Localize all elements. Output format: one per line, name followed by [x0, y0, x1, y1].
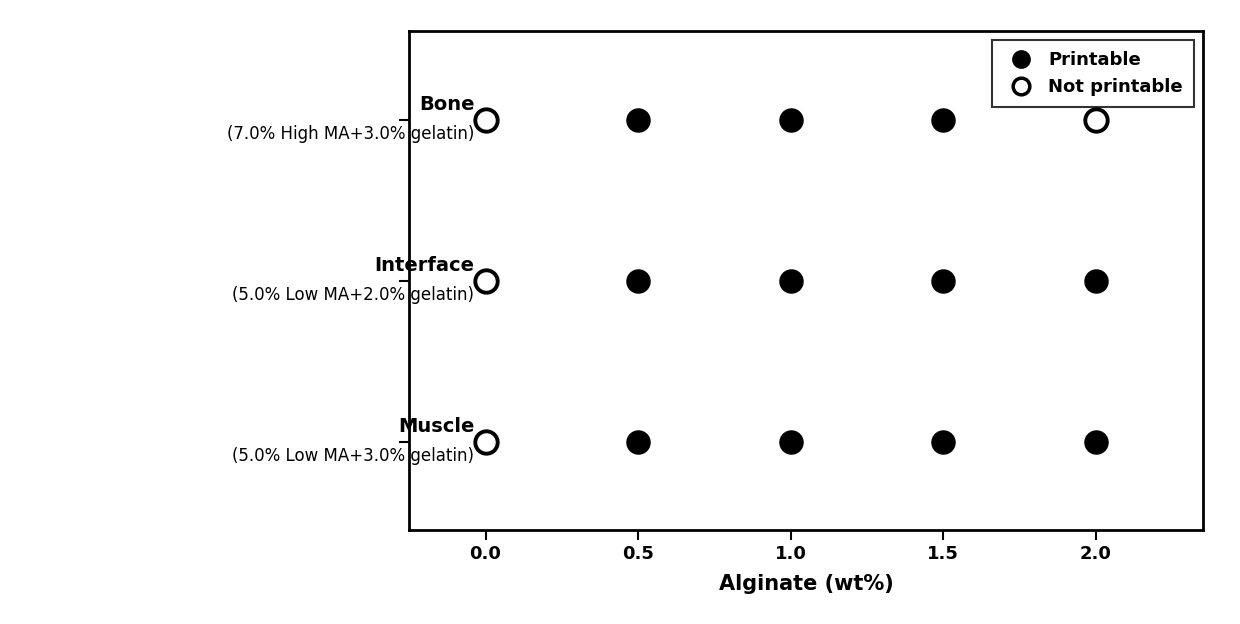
Point	[476, 276, 496, 286]
Point	[629, 115, 649, 125]
Point	[934, 437, 954, 447]
Text: (5.0% Low MA+2.0% gelatin): (5.0% Low MA+2.0% gelatin)	[232, 286, 475, 305]
Legend: Printable, Not printable: Printable, Not printable	[992, 40, 1194, 107]
Text: (5.0% Low MA+3.0% gelatin): (5.0% Low MA+3.0% gelatin)	[232, 447, 475, 466]
Point	[476, 115, 496, 125]
Point	[1086, 276, 1106, 286]
Text: Muscle: Muscle	[398, 417, 475, 436]
Text: Interface: Interface	[374, 256, 475, 275]
Point	[629, 437, 649, 447]
Point	[629, 276, 649, 286]
Point	[1086, 115, 1106, 125]
Text: (7.0% High MA+3.0% gelatin): (7.0% High MA+3.0% gelatin)	[227, 125, 475, 144]
Point	[1086, 437, 1106, 447]
X-axis label: Alginate (wt%): Alginate (wt%)	[719, 574, 893, 594]
Point	[781, 276, 801, 286]
Point	[781, 115, 801, 125]
Point	[934, 115, 954, 125]
Point	[934, 276, 954, 286]
Point	[476, 437, 496, 447]
Point	[781, 437, 801, 447]
Text: Bone: Bone	[419, 95, 475, 114]
